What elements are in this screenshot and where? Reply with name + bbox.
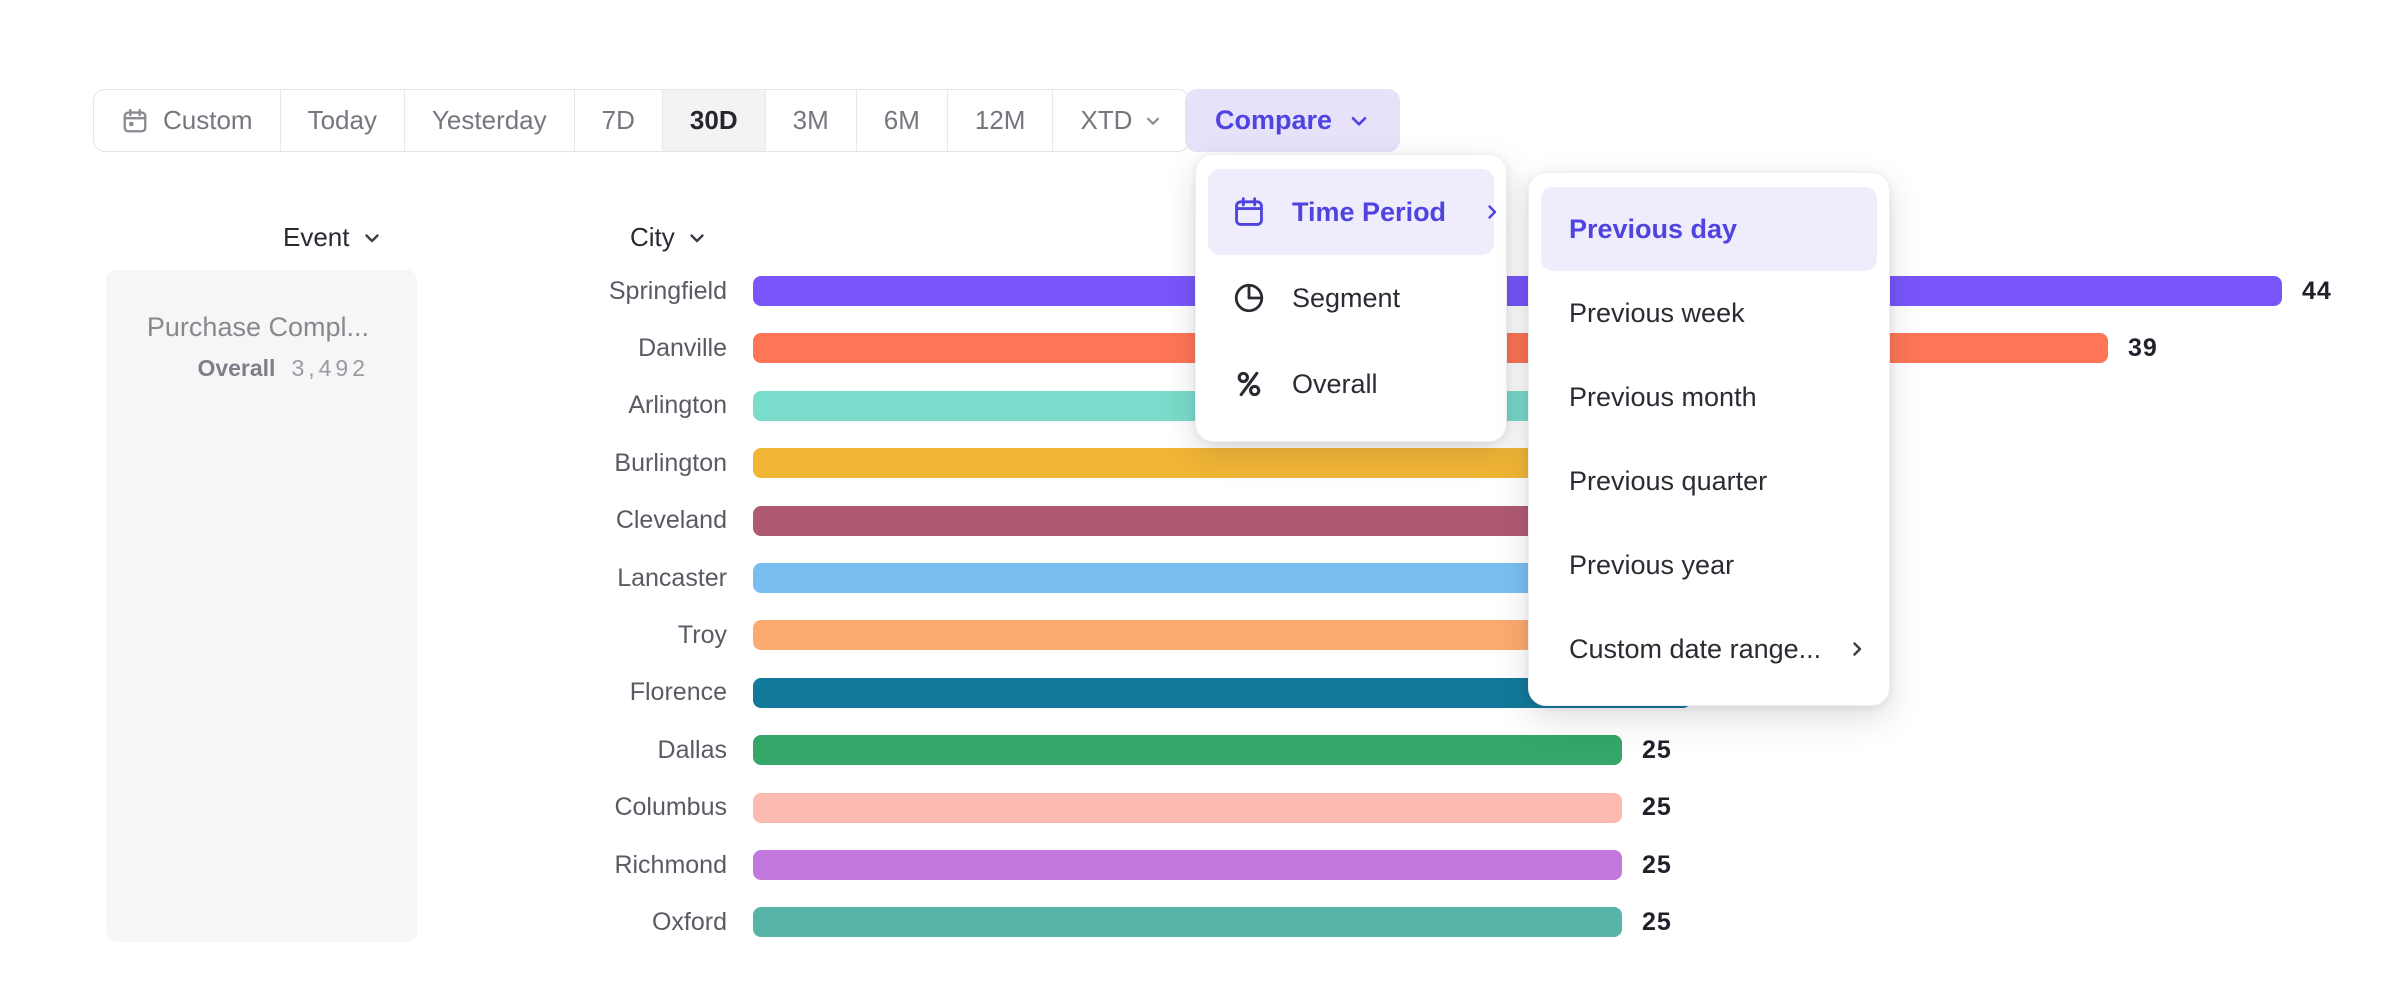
category-label: Florence — [629, 678, 727, 707]
city-column-header[interactable]: City — [630, 222, 707, 253]
bar-value-label: 25 — [1642, 907, 1672, 936]
time-period-option-previous-quarter[interactable]: Previous quarter — [1541, 439, 1877, 523]
chevron-right-icon — [1847, 639, 1867, 659]
bar-value-label: 39 — [2128, 333, 2158, 362]
date-range-30d[interactable]: 30D — [662, 90, 766, 151]
category-label: Oxford — [651, 907, 727, 936]
time-period-option-previous-week[interactable]: Previous week — [1541, 271, 1877, 355]
chevron-down-icon — [1348, 110, 1370, 132]
bar-columbus[interactable] — [753, 792, 1622, 823]
category-label: Danville — [638, 333, 727, 362]
chart-row-richmond: Richmond 25 — [420, 850, 1672, 880]
pie-icon — [1232, 281, 1266, 315]
menu-item-label: Previous month — [1569, 381, 1757, 412]
date-range-label: Today — [307, 105, 377, 135]
date-range-label: 3M — [792, 105, 829, 135]
menu-item-label: Previous day — [1569, 213, 1738, 244]
date-range-label: Yesterday — [431, 105, 547, 135]
compare-menu-item-time-period[interactable]: Time Period — [1208, 169, 1497, 255]
chevron-right-icon — [1482, 202, 1502, 222]
bar-value-label: 25 — [1642, 735, 1672, 764]
date-range-6m[interactable]: 6M — [857, 90, 948, 151]
chevron-down-icon — [362, 228, 382, 248]
date-range-toolbar: Custom Today Yesterday 7D 30D 3M 6M 12M XTD — [93, 89, 1191, 152]
compare-menu-item-segment[interactable]: Segment — [1208, 255, 1494, 341]
series-label: Overall — [197, 355, 276, 381]
menu-item-label: Segment — [1292, 282, 1401, 313]
time-period-option-previous-day[interactable]: Previous day — [1541, 187, 1877, 271]
date-range-yesterday[interactable]: Yesterday — [405, 90, 575, 151]
date-range-xtd[interactable]: XTD — [1053, 90, 1189, 151]
calendar-icon — [121, 107, 149, 135]
date-range-12m[interactable]: 12M — [948, 90, 1054, 151]
event-header-label: Event — [283, 222, 350, 252]
category-label: Columbus — [614, 793, 727, 822]
series-total-value: 3,492 — [291, 355, 369, 381]
category-label: Lancaster — [617, 563, 727, 592]
date-range-3m[interactable]: 3M — [766, 90, 857, 151]
date-range-label: 12M — [974, 105, 1026, 135]
compare-button[interactable]: Compare — [1185, 89, 1401, 152]
category-label: Springfield — [608, 276, 727, 305]
category-label: Arlington — [628, 391, 727, 420]
event-legend-entry: Purchase Compl... Overall 3,492 — [106, 270, 417, 382]
time-period-submenu: Previous day Previous week Previous month P… — [1528, 172, 1890, 706]
compare-dropdown-menu: Time Period Segment Overall — [1195, 154, 1507, 442]
category-label: Dallas — [657, 735, 727, 764]
date-range-label: 30D — [689, 105, 738, 135]
percent-icon — [1232, 367, 1266, 401]
category-label: Cleveland — [615, 506, 727, 535]
menu-item-label: Previous week — [1569, 297, 1745, 328]
bar-oxford[interactable] — [753, 907, 1622, 938]
time-period-option-custom-date-range[interactable]: Custom date range... — [1541, 607, 1877, 691]
bar-value-label: 25 — [1642, 793, 1672, 822]
menu-item-label: Previous year — [1569, 549, 1735, 580]
compare-button-label: Compare — [1215, 105, 1333, 135]
chart-row-springfield: Springfield 44 — [420, 276, 2332, 306]
chevron-down-icon — [687, 228, 707, 248]
bar-dallas[interactable] — [753, 735, 1622, 766]
menu-item-label: Previous quarter — [1569, 465, 1768, 496]
calendar-icon — [1232, 195, 1266, 229]
event-legend-panel[interactable]: Purchase Compl... Overall 3,492 — [106, 270, 417, 942]
bar-value-label: 25 — [1642, 850, 1672, 879]
date-range-custom[interactable]: Custom — [94, 90, 281, 151]
bar-richmond[interactable] — [753, 850, 1622, 880]
chart-row-florence: Florence — [420, 677, 1691, 708]
category-label: Richmond — [614, 850, 727, 879]
menu-item-label: Time Period — [1292, 196, 1447, 227]
date-range-label: 7D — [601, 105, 635, 135]
date-range-label: Custom — [163, 105, 253, 135]
date-range-7d[interactable]: 7D — [575, 90, 663, 151]
event-name: Purchase Compl... — [146, 312, 369, 342]
chart-row-columbus: Columbus 25 — [420, 792, 1672, 823]
time-period-option-previous-month[interactable]: Previous month — [1541, 355, 1877, 439]
menu-item-label: Overall — [1292, 368, 1378, 399]
date-range-label: XTD — [1080, 105, 1133, 135]
date-range-label: 6M — [883, 105, 920, 135]
bar-value-label: 44 — [2302, 276, 2332, 305]
date-range-today[interactable]: Today — [281, 90, 405, 151]
bar-springfield[interactable] — [753, 276, 2282, 306]
compare-menu-item-overall[interactable]: Overall — [1208, 341, 1494, 427]
chevron-down-icon — [1144, 112, 1162, 130]
event-series-row: Overall 3,492 — [126, 355, 369, 382]
time-period-option-previous-year[interactable]: Previous year — [1541, 523, 1877, 607]
event-column-header[interactable]: Event — [283, 222, 382, 253]
chart-row-dallas: Dallas 25 — [420, 735, 1672, 766]
city-header-label: City — [630, 222, 675, 252]
chart-row-oxford: Oxford 25 — [420, 907, 1672, 938]
menu-item-label: Custom date range... — [1569, 633, 1822, 664]
category-label: Burlington — [614, 448, 727, 477]
category-label: Troy — [677, 620, 727, 649]
